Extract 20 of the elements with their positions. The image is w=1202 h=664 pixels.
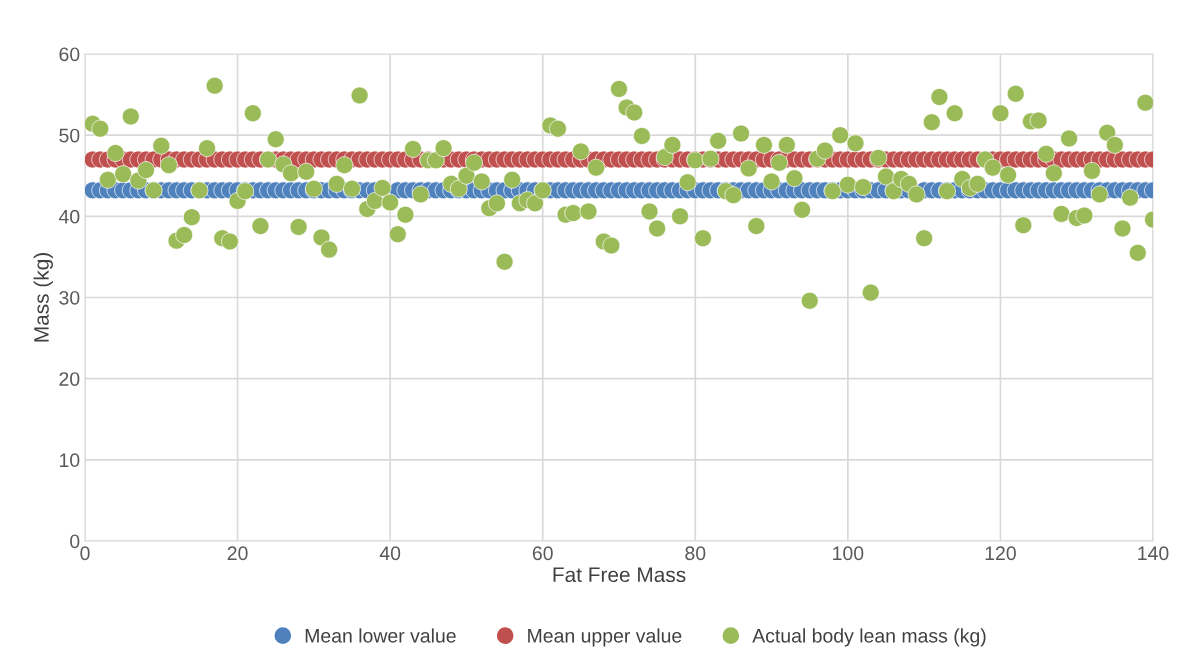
y-tick-label: 50 (59, 128, 80, 143)
x-tick-label: 100 (833, 546, 864, 561)
y-tick-label: 40 (58, 209, 80, 224)
x-tick-label: 40 (379, 546, 401, 561)
x-tick-label: 140 (1138, 546, 1169, 561)
y-axis-title: Mass (kg) (33, 253, 53, 342)
y-tick-label: 10 (60, 453, 80, 468)
x-tick-label: 120 (985, 546, 1016, 561)
x-tick-label: 0 (80, 546, 90, 561)
x-axis-title: Fat Free Mass (553, 567, 686, 583)
legend-label: Actual body lean mass (kg) (752, 628, 986, 647)
y-tick-label: 0 (70, 534, 80, 549)
y-tick-label: 60 (59, 47, 80, 62)
legend-label: Mean lower value (305, 628, 456, 643)
x-tick-label: 20 (227, 546, 248, 561)
legend-label: Mean upper value (528, 628, 682, 647)
x-tick-label: 80 (685, 546, 706, 561)
x-tick-label: 60 (532, 546, 553, 561)
y-tick-label: 20 (59, 372, 80, 386)
y-tick-label: 30 (59, 290, 80, 305)
